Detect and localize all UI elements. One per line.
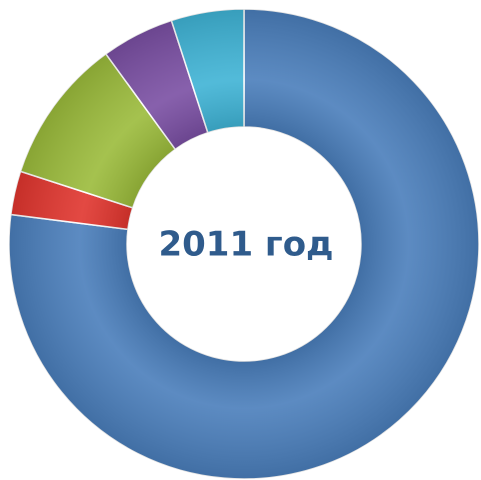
- chart-title: 2011 год: [158, 225, 333, 265]
